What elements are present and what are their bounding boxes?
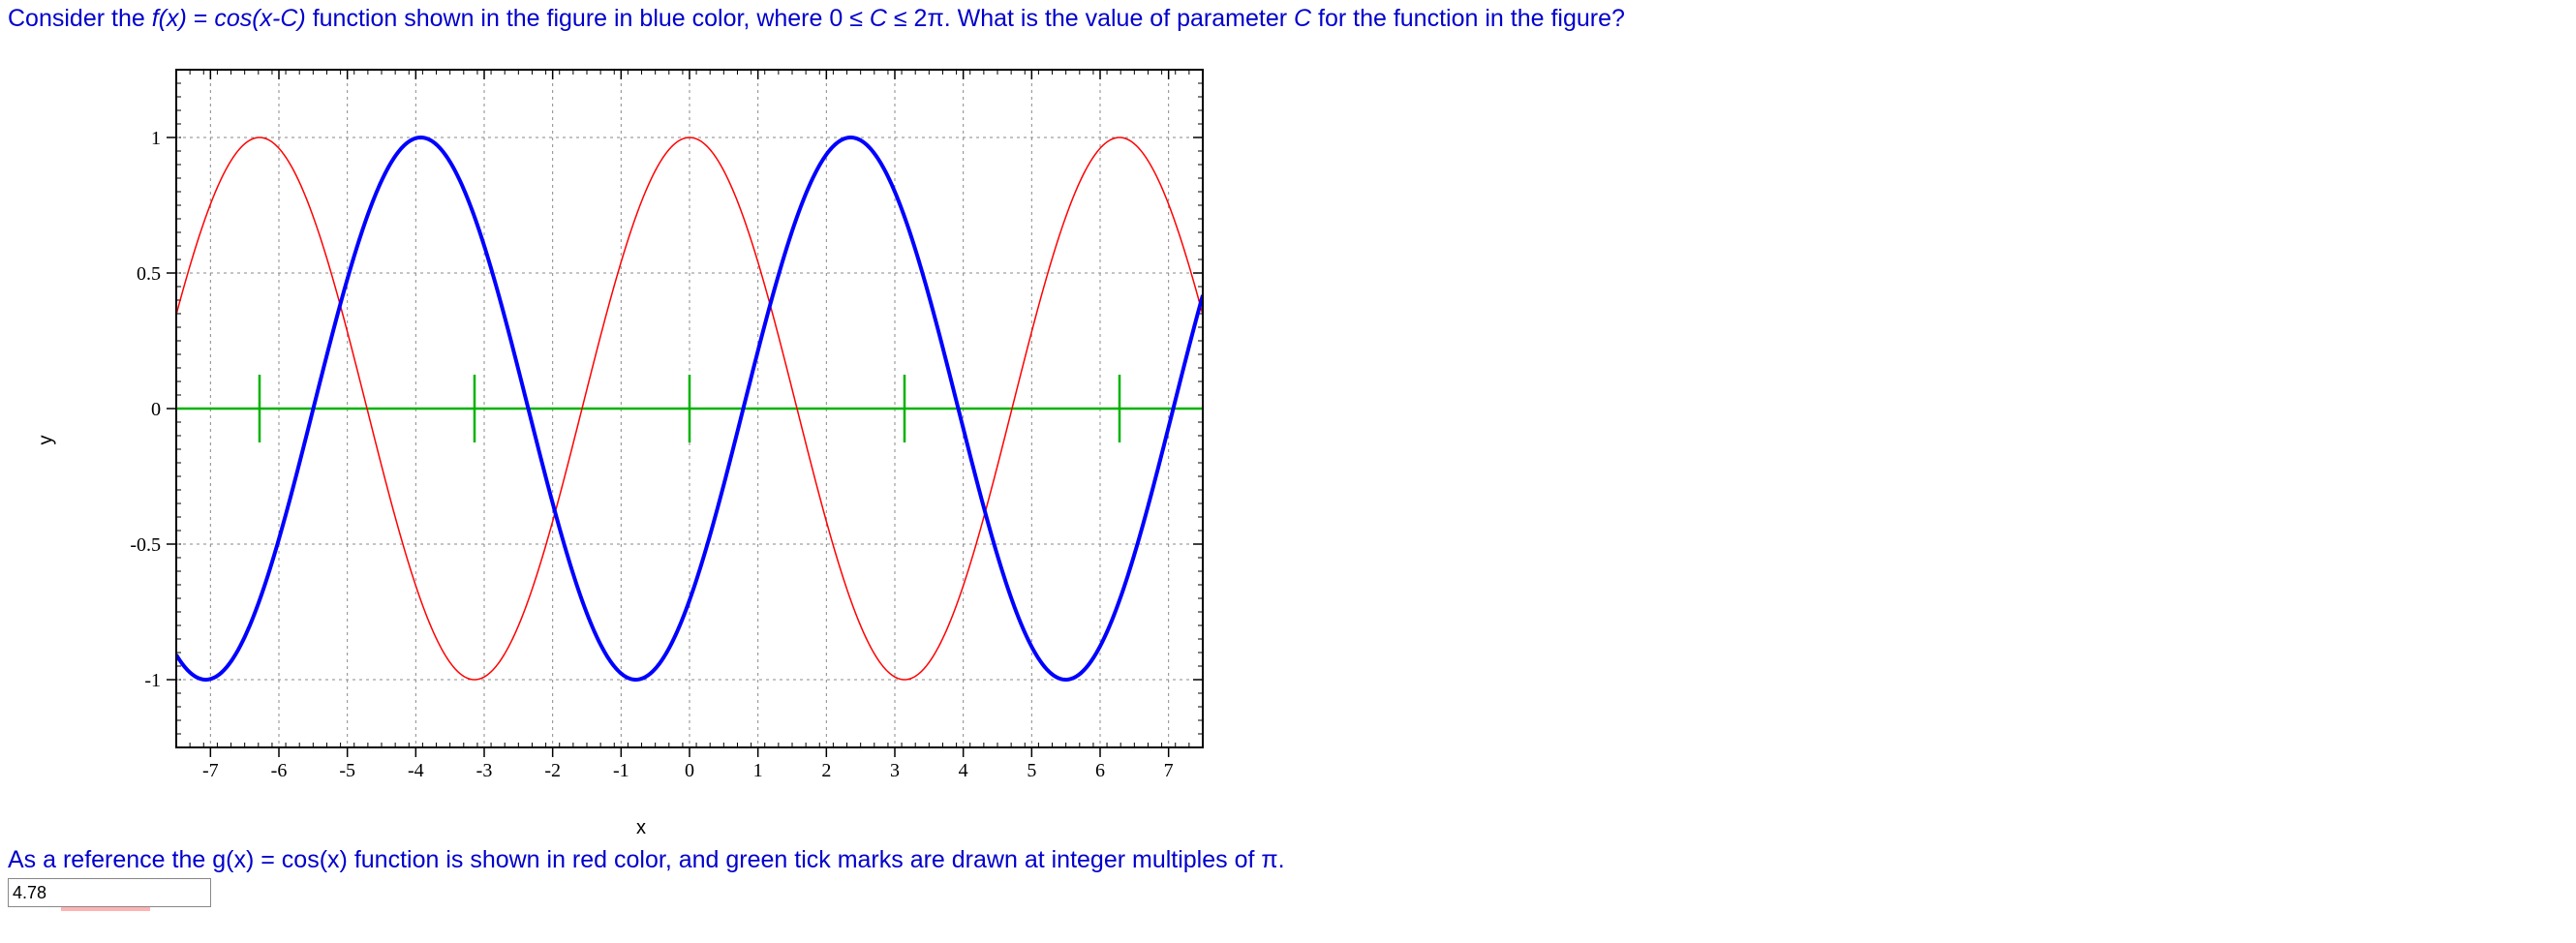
answer-row	[8, 878, 2568, 911]
svg-text:2: 2	[821, 760, 831, 781]
x-axis-label: x	[636, 817, 646, 839]
q-C2: C	[1294, 5, 1311, 32]
q-C: C	[870, 5, 887, 32]
svg-text:1: 1	[151, 128, 161, 149]
svg-text:7: 7	[1164, 760, 1174, 781]
function-chart: -7-6-5-4-3-2-101234567-1-0.500.51-1-0.50…	[60, 41, 1222, 815]
cap-part: As a reference the	[8, 846, 212, 873]
q-part: Consider the	[8, 5, 152, 32]
svg-text:-0.5: -0.5	[130, 534, 161, 556]
chart-container: y -7-6-5-4-3-2-101234567-1-0.500.51-1-0.…	[37, 41, 2568, 839]
y-axis-label: y	[36, 431, 58, 450]
svg-text:-6: -6	[271, 760, 288, 781]
svg-text:4: 4	[959, 760, 968, 781]
question-text: Consider the f(x) = cos(x-C) function sh…	[8, 4, 2555, 33]
svg-text:-2: -2	[544, 760, 561, 781]
q-fx: f(x)	[152, 5, 187, 32]
cap-part: =	[261, 846, 282, 873]
cap-rhs2: cos(x)	[282, 846, 348, 873]
svg-text:0: 0	[151, 399, 161, 420]
q-part: ≤ 2π. What is the value of parameter	[894, 5, 1294, 32]
q-rhs1: cos(x-C)	[214, 5, 305, 32]
svg-text:-7: -7	[202, 760, 219, 781]
q-part: for the function in the figure?	[1318, 5, 1625, 32]
svg-text:5: 5	[1027, 760, 1036, 781]
cap-gx: g(x)	[212, 846, 254, 873]
svg-text:0.5: 0.5	[137, 263, 161, 285]
cap-part: function is shown in red color, and gree…	[354, 846, 1285, 873]
reference-caption: As a reference the g(x) = cos(x) functio…	[8, 845, 2568, 874]
svg-text:6: 6	[1095, 760, 1105, 781]
svg-text:3: 3	[890, 760, 900, 781]
q-part: function shown in the figure in blue col…	[313, 5, 870, 32]
svg-text:-4: -4	[408, 760, 424, 781]
svg-text:-3: -3	[476, 760, 493, 781]
svg-text:-5: -5	[339, 760, 355, 781]
svg-text:0: 0	[685, 760, 694, 781]
q-part: =	[194, 5, 215, 32]
answer-underline-indicator	[8, 907, 201, 911]
svg-text:-1: -1	[144, 670, 161, 691]
svg-text:-1: -1	[613, 760, 629, 781]
svg-text:1: 1	[753, 760, 763, 781]
answer-input[interactable]	[8, 878, 211, 907]
